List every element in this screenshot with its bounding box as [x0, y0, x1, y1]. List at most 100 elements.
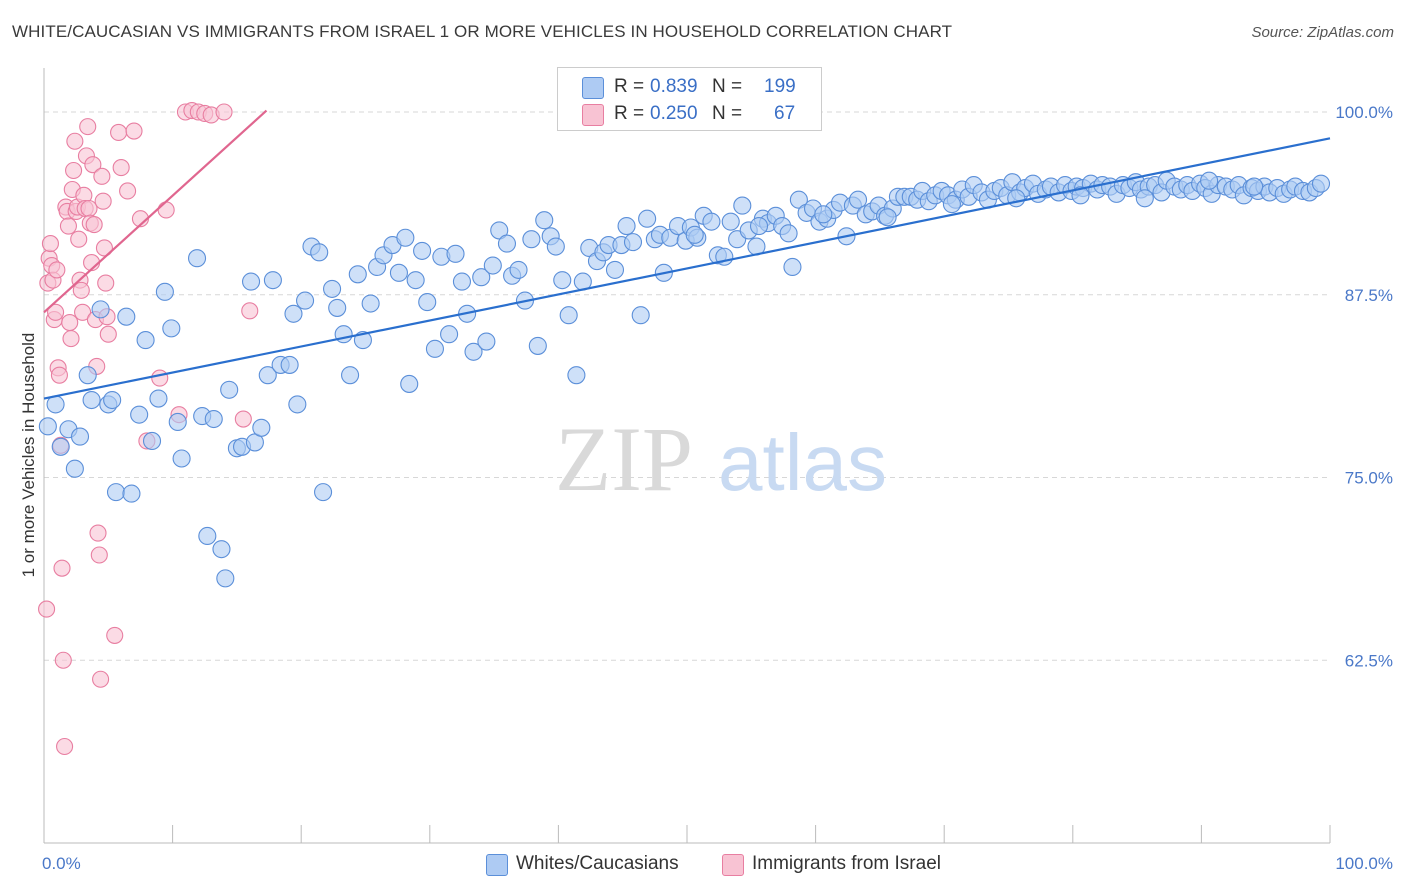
data-point	[702, 212, 721, 231]
data-point	[53, 559, 71, 577]
data-point	[749, 216, 769, 236]
data-point	[848, 190, 868, 209]
data-point	[136, 331, 155, 350]
data-point	[733, 196, 752, 215]
data-point	[942, 195, 961, 214]
data-point	[535, 211, 554, 230]
data-point	[631, 306, 650, 325]
legend-n-label: N =	[712, 103, 743, 124]
data-point	[464, 342, 483, 361]
data-point	[59, 217, 77, 235]
legend-r-label: R =	[614, 103, 645, 124]
data-point	[162, 319, 181, 338]
data-point	[110, 123, 128, 142]
data-point	[212, 540, 231, 559]
data-point	[406, 271, 425, 290]
data-point	[1007, 189, 1026, 208]
data-point	[62, 330, 80, 348]
x-tick-label: 100.0%	[1335, 854, 1393, 873]
y-tick-label: 87.5%	[1345, 286, 1393, 305]
data-point	[341, 366, 360, 385]
data-point	[91, 300, 110, 319]
data-point	[497, 234, 517, 253]
data-point	[92, 670, 110, 688]
legend-swatch-blue	[486, 854, 508, 876]
data-point	[288, 395, 307, 414]
data-point	[783, 257, 802, 277]
data-point	[559, 306, 578, 325]
data-point	[65, 161, 83, 180]
data-point	[70, 230, 88, 248]
data-point	[252, 418, 271, 437]
data-point	[220, 380, 239, 399]
data-point	[66, 132, 84, 150]
watermark-zip: ZIP	[555, 408, 693, 510]
legend-n-label: N =	[712, 76, 743, 97]
data-point	[348, 265, 367, 284]
data-point	[638, 209, 657, 228]
data-point	[721, 212, 740, 231]
data-point	[241, 272, 261, 291]
legend-swatch-pink	[582, 104, 604, 126]
data-point	[97, 274, 115, 292]
data-point	[522, 230, 541, 249]
data-point	[103, 390, 122, 410]
data-point	[314, 483, 333, 502]
data-point	[440, 325, 459, 344]
data-point	[78, 366, 97, 385]
data-point	[51, 437, 70, 456]
data-point	[400, 374, 419, 393]
white-points	[38, 171, 1331, 588]
data-point	[814, 205, 833, 224]
data-point	[446, 244, 465, 263]
data-point	[1245, 177, 1264, 196]
data-point	[50, 366, 68, 384]
legend-r-value: 0.839	[650, 76, 698, 97]
data-point	[284, 304, 303, 323]
data-point	[99, 325, 117, 343]
data-point	[48, 261, 66, 279]
data-point	[80, 199, 98, 218]
data-point	[605, 260, 625, 279]
data-point	[82, 390, 101, 410]
data-point	[149, 389, 168, 408]
legend-row-white: R = 0.839 N = 199	[558, 74, 821, 100]
data-point	[328, 298, 347, 317]
data-point	[296, 291, 315, 310]
data-point	[280, 355, 299, 374]
data-point	[779, 224, 798, 243]
trend-lines	[43, 109, 1331, 400]
data-point	[396, 228, 415, 247]
y-tick-label: 75.0%	[1345, 469, 1393, 488]
data-point	[1311, 174, 1331, 193]
data-point	[472, 268, 491, 287]
legend-r-label: R =	[614, 76, 645, 97]
data-point	[553, 271, 572, 290]
data-point	[157, 201, 175, 219]
data-point	[234, 410, 252, 428]
data-point	[106, 483, 126, 502]
legend-n-value: 67	[774, 103, 796, 124]
data-point	[112, 159, 130, 177]
tick-labels: 62.5% 75.0% 87.5% 100.0% 0.0% 100.0%	[42, 103, 1393, 873]
data-point	[106, 626, 124, 644]
legend-r-value: 0.250	[650, 103, 698, 124]
data-point	[89, 524, 107, 542]
data-point	[413, 241, 432, 260]
data-point	[85, 216, 103, 234]
data-point	[187, 249, 207, 268]
data-point	[79, 118, 97, 136]
data-point	[94, 192, 112, 210]
data-point	[142, 431, 162, 451]
data-point	[122, 484, 141, 503]
data-point	[509, 260, 528, 279]
data-point	[151, 369, 169, 387]
data-point	[56, 737, 74, 756]
data-point	[452, 272, 472, 291]
data-point	[483, 256, 502, 275]
data-point	[389, 263, 408, 282]
data-point	[117, 307, 136, 326]
legend-swatch-pink	[722, 854, 744, 876]
data-point	[198, 526, 217, 546]
data-point	[204, 409, 223, 429]
